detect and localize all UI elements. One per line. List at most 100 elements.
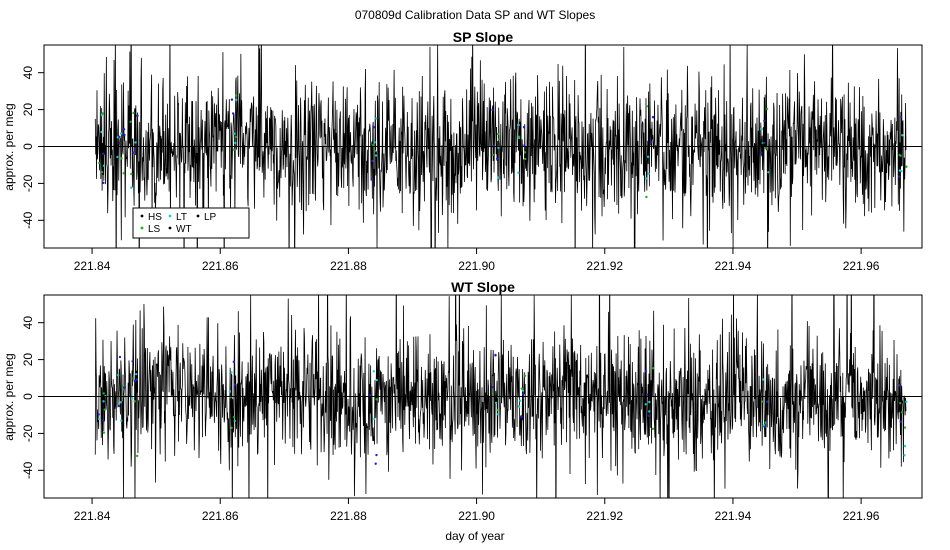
calibration-point-wt (523, 374, 527, 377)
y-tick-label-wt: 0 (21, 393, 35, 400)
x-tick-label-sp: 221.92 (586, 259, 623, 273)
calibration-point-sp (491, 108, 494, 112)
calibration-point-wt (233, 383, 236, 387)
y-tick-label-sp: 0 (21, 143, 35, 150)
calibration-point-sp (644, 177, 648, 180)
calibration-point-wt (119, 401, 122, 404)
calibration-point-wt (905, 400, 908, 403)
calibration-point-wt (120, 419, 123, 422)
calibration-point-sp (759, 151, 763, 155)
plot-frame-wt (43, 294, 923, 499)
calibration-point-sp (765, 107, 769, 111)
calibration-point-sp (372, 126, 376, 129)
y-tick-label-wt: -40 (21, 461, 35, 479)
calibration-point-sp (523, 151, 527, 154)
x-tick-label-wt: 221.84 (74, 509, 111, 523)
x-tick-label-wt: 221.90 (458, 509, 495, 523)
calibration-point-wt (903, 426, 907, 429)
calibration-point-sp (767, 171, 770, 174)
calibration-point-wt (97, 417, 101, 421)
calibration-point-sp (231, 112, 235, 115)
calibration-point-wt (232, 416, 236, 419)
calibration-point-sp (129, 120, 132, 123)
calibration-point-wt (228, 390, 231, 393)
y-tick-label-wt: 40 (21, 316, 35, 330)
calibration-point-sp (136, 114, 139, 117)
calibration-point-sp (234, 135, 238, 139)
x-tick-label-sp: 221.90 (458, 259, 495, 273)
legend-box (132, 207, 250, 239)
calibration-point-wt (375, 378, 378, 382)
calibration-point-sp (901, 134, 904, 137)
calibration-point-wt (763, 425, 766, 429)
calibration-point-sp (370, 178, 374, 181)
calibration-point-sp (517, 123, 520, 127)
calibration-point-sp (524, 157, 527, 161)
calibration-point-sp (371, 159, 374, 163)
calibration-point-sp (649, 141, 653, 144)
calibration-point-wt (103, 408, 107, 411)
calibration-point-wt (102, 392, 105, 395)
calibration-point-wt (374, 462, 377, 465)
legend-label-ls: LS (148, 224, 161, 235)
calibration-point-wt (117, 404, 120, 408)
calibration-point-sp (522, 126, 526, 129)
calibration-point-wt (123, 386, 126, 389)
calibration-point-wt (135, 378, 139, 381)
trace-group-sp (94, 45, 908, 248)
x-tick-label-wt: 221.96 (843, 509, 880, 523)
calibration-point-sp (899, 154, 902, 157)
calibration-point-wt (761, 400, 765, 403)
calibration-point-wt (118, 355, 122, 359)
calibration-point-wt (230, 371, 233, 374)
calibration-point-wt (372, 370, 375, 373)
legend-marker-ls (140, 226, 144, 230)
calibration-point-wt (132, 377, 135, 380)
calibration-point-sp (116, 155, 119, 159)
calibration-point-sp (517, 171, 520, 174)
calibration-point-wt (517, 405, 521, 408)
calibration-point-wt (102, 400, 105, 403)
calibration-point-sp (119, 132, 123, 135)
calibration-point-wt (375, 453, 378, 457)
x-tick-label-sp: 221.88 (330, 259, 367, 273)
calibration-point-sp (373, 141, 376, 144)
y-tick-label-wt: -20 (21, 424, 35, 442)
calibration-point-sp (102, 181, 105, 185)
calibration-point-wt (133, 379, 137, 383)
calibration-point-wt (520, 387, 524, 390)
calibration-point-wt (644, 369, 648, 373)
figure-title: 070809d Calibration Data SP and WT Slope… (355, 8, 595, 22)
calibration-point-wt (900, 411, 904, 414)
calibration-point-wt (232, 360, 236, 364)
y-tick-label-sp: -40 (21, 211, 35, 229)
calibration-point-sp (133, 147, 137, 151)
calibration-point-sp (374, 154, 378, 157)
calibration-point-wt (102, 431, 106, 434)
calibration-point-wt (230, 426, 233, 430)
calibration-point-wt (375, 397, 378, 401)
y-tick-label-sp: -20 (21, 174, 35, 192)
calibration-point-sp (375, 117, 378, 120)
axes-wt: 221.84 221.86 221.88 221.90 221.92 221.94 221.… (21, 316, 922, 523)
x-tick-label-wt: 221.88 (330, 509, 367, 523)
trace-group-wt (94, 295, 908, 498)
calibration-point-wt (648, 410, 651, 413)
calibration-point-sp (130, 172, 133, 176)
calibration-point-sp (100, 130, 103, 134)
calibration-point-sp (899, 115, 903, 119)
calibration-point-wt (766, 400, 769, 403)
calibration-point-sp (497, 176, 500, 179)
calibration-point-wt (521, 393, 525, 396)
calibration-point-sp (898, 169, 902, 172)
calibration-point-sp (235, 94, 238, 97)
calibration-point-sp (102, 164, 106, 167)
calibration-point-sp (764, 146, 768, 150)
calibration-point-sp (517, 135, 521, 138)
calibration-point-wt (131, 360, 134, 363)
calibration-point-sp (645, 105, 649, 108)
x-tick-label-sp: 221.84 (74, 259, 111, 273)
x-tick-label-sp: 221.86 (202, 259, 239, 273)
legend-label-wt: WT (176, 224, 192, 235)
calibration-point-wt (135, 372, 138, 376)
